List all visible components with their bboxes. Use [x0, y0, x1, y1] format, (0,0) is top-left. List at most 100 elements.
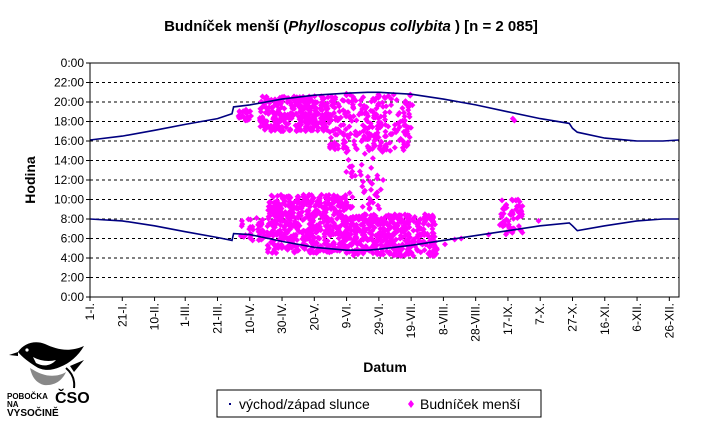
observation-point [348, 117, 355, 124]
observation-point [362, 212, 369, 219]
observation-point [291, 218, 298, 225]
y-tick-label: 20:00 [54, 95, 84, 109]
bird-icon [9, 342, 84, 389]
observation-point [323, 103, 330, 110]
observation-point [294, 127, 301, 134]
observation-point [411, 238, 418, 245]
observation-point [314, 124, 321, 131]
observation-point [340, 121, 347, 128]
observation-point [385, 123, 392, 130]
observation-point [332, 140, 339, 147]
observation-point [328, 117, 335, 124]
observation-point [291, 199, 298, 206]
observation-point [279, 124, 286, 131]
observation-point [381, 133, 388, 140]
observation-point [264, 223, 271, 230]
observation-point [253, 215, 260, 221]
observation-point [274, 100, 281, 107]
observation-point [369, 227, 376, 234]
observation-point [328, 98, 335, 105]
observation-point [380, 225, 387, 232]
observation-point [287, 210, 294, 217]
observation-point [402, 130, 409, 137]
observation-point [361, 218, 368, 225]
observation-point [332, 116, 339, 123]
observation-point [368, 180, 375, 187]
observation-point [362, 235, 369, 242]
observation-point [433, 245, 440, 252]
observation-point [294, 101, 301, 108]
observation-point [284, 214, 291, 221]
x-axis-ticks: 1-I. 21-I. 10-II. 1-III. 21-III. 10-IV. 30-IV.… [83, 297, 676, 342]
observation-point [294, 226, 301, 232]
observation-point [382, 128, 389, 135]
observation-point [343, 168, 350, 175]
observation-point [356, 111, 362, 118]
observation-point [327, 111, 334, 118]
observation-point [349, 194, 356, 201]
observation-point [511, 117, 518, 124]
observation-point [272, 127, 278, 134]
observation-point [343, 149, 350, 156]
observation-point [263, 93, 270, 100]
observation-point [382, 116, 388, 123]
observation-point [280, 200, 287, 207]
x-tick-label: 10-IV. [243, 303, 257, 334]
x-tick-label: 19-VII. [404, 303, 418, 338]
observation-point [284, 221, 290, 228]
observation-point [339, 97, 346, 104]
observation-point [363, 116, 370, 123]
observation-point [239, 221, 246, 228]
observation-point [353, 145, 360, 152]
observation-point [405, 233, 412, 240]
y-tick-label: 8:00 [61, 212, 85, 226]
observation-point [270, 116, 277, 123]
observation-point [358, 161, 365, 168]
observation-point [273, 220, 280, 227]
observation-point [316, 224, 323, 231]
observation-point [353, 234, 360, 241]
observation-point [374, 189, 381, 196]
observation-point [503, 231, 509, 238]
observation-point [356, 168, 363, 175]
observation-point [315, 120, 322, 127]
observation-point [515, 223, 522, 230]
y-tick-label: 18:00 [54, 115, 84, 129]
observation-point [318, 102, 324, 109]
observation-point [401, 113, 408, 120]
logo-big: ČSO [55, 388, 90, 407]
observation-point [246, 226, 253, 233]
observation-point [339, 212, 346, 219]
observation-point [311, 203, 318, 210]
observation-point [368, 164, 375, 171]
observation-point [426, 243, 433, 250]
observation-point [415, 217, 422, 224]
observation-point [268, 128, 275, 134]
observation-point [397, 212, 404, 219]
observation-point [376, 120, 383, 127]
observation-point [503, 204, 510, 211]
observation-point [377, 237, 384, 244]
observation-point [304, 98, 311, 105]
observation-point [314, 127, 321, 134]
observation-point [258, 220, 265, 226]
legend-box [216, 389, 542, 418]
observation-point [307, 212, 313, 219]
observation-point [281, 113, 288, 120]
observation-point [298, 229, 305, 236]
y-tick-label: 0:00 [61, 290, 85, 304]
observation-point [346, 189, 353, 196]
observation-point [361, 150, 368, 157]
logo-line-2: NA [7, 400, 19, 409]
x-tick-label: 16-XI. [598, 303, 612, 335]
observation-point [304, 198, 311, 205]
observation-point [271, 109, 277, 116]
x-tick-label: 7-X. [533, 303, 547, 325]
observation-point [285, 202, 292, 209]
observation-point [374, 126, 381, 132]
observation-point [275, 245, 282, 251]
observation-point [370, 109, 377, 116]
observation-point [277, 192, 284, 199]
observation-point [341, 206, 348, 213]
observation-point [311, 117, 318, 124]
